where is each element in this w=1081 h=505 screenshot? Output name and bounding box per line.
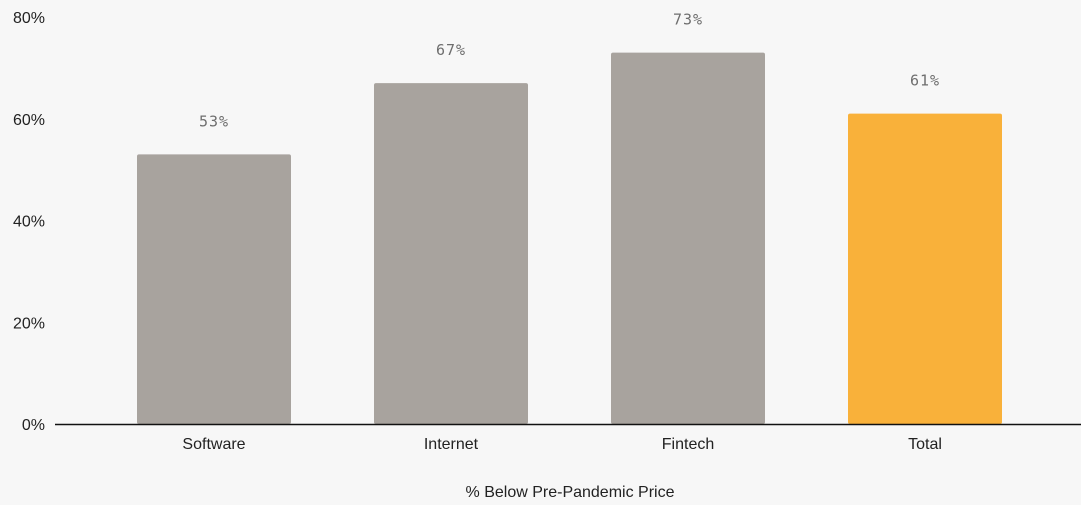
- y-tick-label: 80%: [13, 10, 45, 27]
- x-tick-label-fintech: Fintech: [662, 436, 714, 453]
- y-axis-ticks: 0% 20% 40% 60% 80%: [13, 10, 45, 434]
- data-labels: 53% 67% 73% 61%: [199, 11, 940, 131]
- bar-fintech: [611, 52, 765, 425]
- bars: [137, 52, 1002, 425]
- bar-software: [137, 154, 291, 425]
- y-tick-label: 0%: [22, 417, 45, 434]
- x-axis-labels: Software Internet Fintech Total: [182, 436, 941, 453]
- bar-internet: [374, 83, 528, 424]
- x-axis-title: % Below Pre-Pandemic Price: [466, 484, 675, 500]
- data-label-software: 53%: [199, 112, 229, 130]
- x-tick-label-total: Total: [908, 436, 942, 453]
- x-tick-label-internet: Internet: [424, 436, 479, 453]
- bar-total: [848, 113, 1002, 424]
- y-tick-label: 40%: [13, 214, 45, 231]
- data-label-total: 61%: [910, 72, 940, 90]
- y-tick-label: 20%: [13, 315, 45, 332]
- y-tick-label: 60%: [13, 112, 45, 129]
- x-tick-label-software: Software: [182, 436, 245, 453]
- data-label-internet: 67%: [436, 41, 466, 59]
- data-label-fintech: 73%: [673, 11, 703, 29]
